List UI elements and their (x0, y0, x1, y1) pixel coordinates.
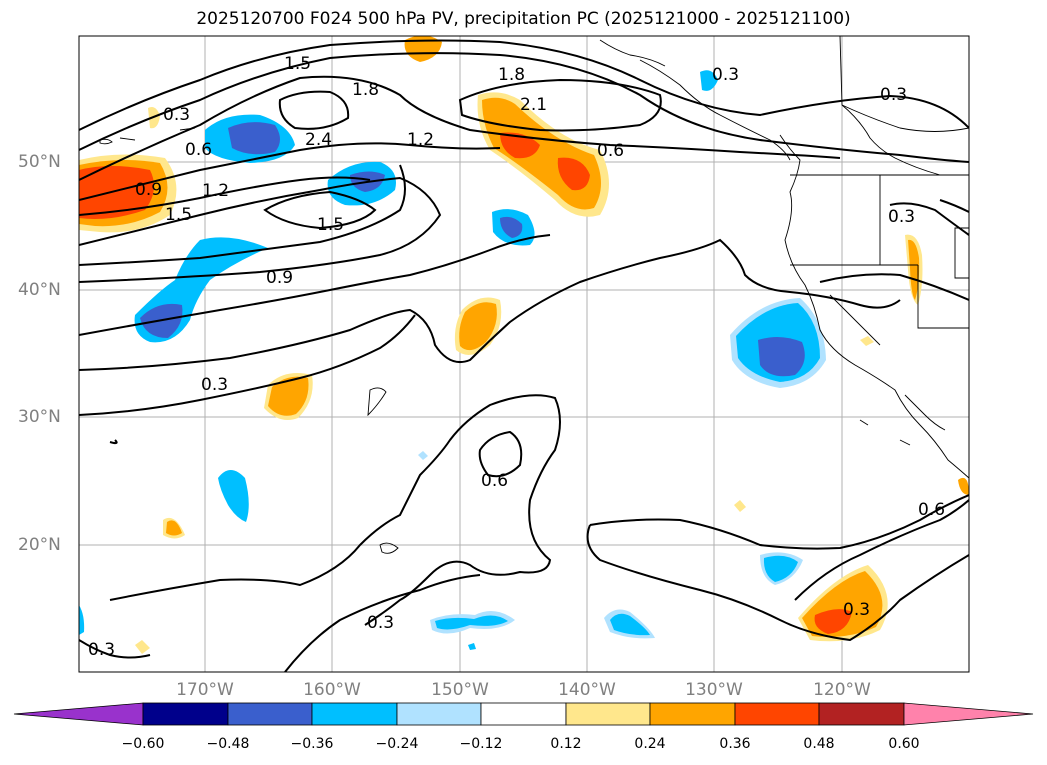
colorbar-tick-label: −0.12 (459, 736, 503, 752)
colorbar-tick-label: 0.36 (719, 736, 751, 752)
contour-label: 1.2 (407, 130, 434, 150)
colorbar-bin (396, 702, 482, 726)
colorbar-tick-label: 0.48 (803, 736, 835, 752)
colorbar (13, 702, 1034, 726)
contour-labels: 1.5 1.8 2.1 2.4 1.2 0.9 1.5 0.6 0.3 0.3 … (88, 54, 945, 660)
colorbar-extend-right (903, 702, 1034, 726)
colorbar-tick-label: 0.12 (550, 736, 582, 752)
contour-label: 0.6 (597, 141, 624, 161)
colorbar-bin (227, 702, 313, 726)
colorbar-tick-label: −0.48 (206, 736, 250, 752)
pv-contours (79, 39, 969, 672)
contour-label: 0.6 (918, 500, 945, 520)
longitude-label: 130°W (685, 680, 743, 700)
contour-label: 0.6 (481, 471, 508, 491)
contour-label: 0.3 (843, 600, 870, 620)
colorbar-bin (480, 702, 567, 726)
contour-label: 0.3 (88, 640, 115, 660)
contour-label: 0.3 (201, 375, 228, 395)
precip-positive-areas (79, 36, 969, 654)
longitude-label: 120°W (813, 680, 871, 700)
colorbar-bin (565, 702, 651, 726)
colorbar-bin (142, 702, 229, 726)
longitude-label: 170°W (176, 680, 234, 700)
contour-label: 1.8 (498, 65, 525, 85)
latitude-label: 40°N (18, 280, 61, 300)
map-frame (78, 35, 970, 673)
colorbar-tick-label: 0.24 (634, 736, 666, 752)
contour-label: 1.5 (317, 215, 344, 235)
contour-label: 1.2 (202, 181, 229, 201)
colorbar-tick-label: −0.60 (121, 736, 165, 752)
latitude-label: 30°N (18, 407, 61, 427)
contour-label: 0.3 (163, 105, 190, 125)
contour-label: 1.5 (284, 54, 311, 74)
contour-label: 0.3 (880, 85, 907, 105)
longitude-label: 140°W (558, 680, 616, 700)
precip-negative-areas (79, 70, 826, 650)
colorbar-tick-label: −0.36 (290, 736, 334, 752)
longitude-label: 160°W (303, 680, 361, 700)
contour-label: 0.9 (266, 268, 293, 288)
colorbar-bin (311, 702, 398, 726)
contour-label: 0.3 (712, 65, 739, 85)
contour-label: 1.8 (352, 80, 379, 100)
latitude-label: 50°N (18, 152, 61, 172)
colorbar-extend-left (13, 702, 144, 726)
contour-label: 2.4 (305, 130, 332, 150)
contour-label: 1.5 (165, 205, 192, 225)
colorbar-bin (734, 702, 820, 726)
longitude-label: 150°W (431, 680, 489, 700)
coastlines (99, 36, 969, 554)
contour-label: 0.3 (367, 613, 394, 633)
colorbar-tick-label: −0.24 (375, 736, 419, 752)
contour-label: 0.3 (888, 207, 915, 227)
contour-label: 2.1 (520, 95, 547, 115)
latitude-label: 20°N (18, 535, 61, 555)
map-title: 2025120700 F024 500 hPa PV, precipitatio… (196, 9, 851, 29)
contour-label: 0.6 (185, 140, 212, 160)
colorbar-tick-label: 0.60 (888, 736, 920, 752)
colorbar-bin (818, 702, 905, 726)
colorbar-bin (649, 702, 736, 726)
contour-label: 0.9 (135, 180, 162, 200)
